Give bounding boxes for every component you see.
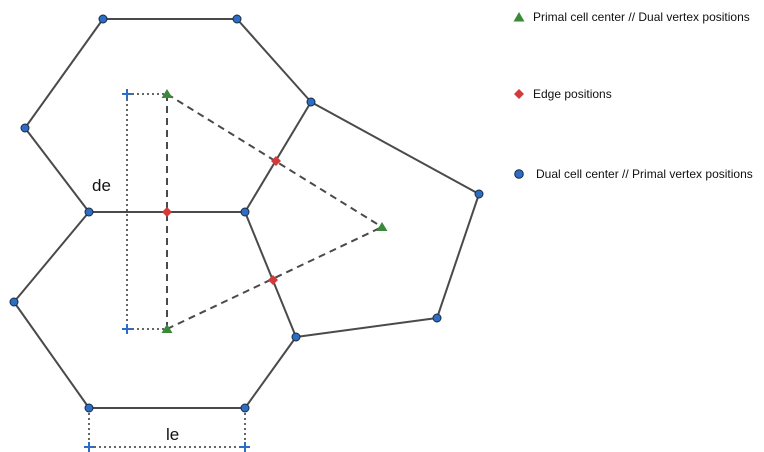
- primal-edge: [13, 211, 90, 303]
- diamond-icon: [514, 89, 524, 99]
- primal-edge: [244, 101, 312, 213]
- primal-edge: [244, 211, 297, 338]
- cell-centers: [161, 89, 388, 333]
- primal-edge: [295, 317, 438, 338]
- vertex-circle: [240, 207, 250, 217]
- legend-item-primal-cell-center: Primal cell center // Dual vertex positi…: [513, 10, 750, 24]
- primal-vertices: [9, 14, 484, 413]
- vertex-circle: [306, 97, 316, 107]
- edge-position-diamond: [162, 207, 172, 217]
- circle-icon: [514, 169, 524, 179]
- legend-label: Dual cell center // Primal vertex positi…: [536, 167, 753, 181]
- vertex-circle: [232, 14, 242, 24]
- legend-label: Primal cell center // Dual vertex positi…: [533, 10, 750, 24]
- edge-position-diamond: [271, 156, 281, 166]
- primal-edge: [436, 193, 480, 319]
- primal-edge: [310, 101, 480, 195]
- cell-center-triangle: [376, 222, 388, 231]
- vertex-circle: [98, 14, 108, 24]
- vertex-circle: [20, 123, 30, 133]
- measurement-guides: [88, 93, 246, 448]
- primal-edge: [24, 127, 90, 213]
- de-label: de: [92, 176, 111, 195]
- vertex-circle: [291, 332, 301, 342]
- cell-center-triangle: [161, 89, 173, 98]
- le-label: le: [166, 425, 179, 444]
- legend-label: Edge positions: [533, 87, 612, 101]
- cell-center-triangle: [161, 324, 173, 333]
- measure-markers: [84, 89, 250, 452]
- plus-marker: [122, 89, 132, 99]
- primal-edge: [244, 336, 297, 409]
- edge-position-diamond: [268, 275, 278, 285]
- dual-edge: [166, 226, 383, 330]
- plus-marker: [84, 442, 94, 452]
- legend-item-dual-cell-center: Dual cell center // Primal vertex positi…: [513, 167, 753, 181]
- vertex-circle: [240, 403, 250, 413]
- vertex-circle: [432, 313, 442, 323]
- edge-positions: [162, 156, 281, 285]
- vertex-circle: [84, 207, 94, 217]
- legend-item-edge-positions: Edge positions: [513, 87, 612, 101]
- plus-marker: [240, 442, 250, 452]
- vertex-circle: [84, 403, 94, 413]
- vertex-circle: [9, 297, 19, 307]
- triangle-icon: [513, 12, 525, 22]
- primal-edge: [24, 18, 104, 129]
- vertex-circle: [474, 189, 484, 199]
- primal-edge: [13, 301, 90, 409]
- primal-edge: [236, 18, 312, 103]
- plus-marker: [122, 324, 132, 334]
